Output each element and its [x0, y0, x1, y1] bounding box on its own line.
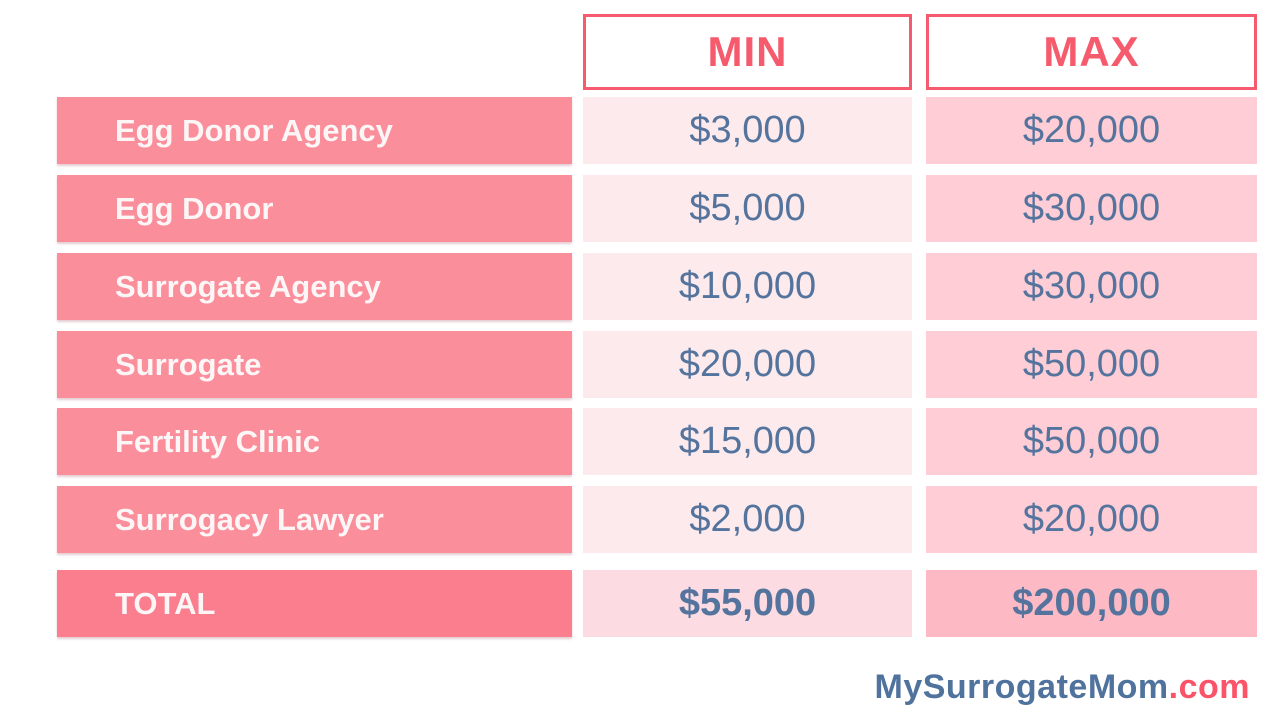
- max-value: $20,000: [926, 486, 1257, 553]
- min-column-header: MIN: [583, 14, 912, 90]
- min-value: $2,000: [583, 486, 912, 553]
- row-label: Egg Donor: [57, 175, 572, 242]
- logo-brand: MySurrogateMom: [874, 668, 1169, 706]
- total-min-value: $55,000: [583, 570, 912, 637]
- min-value: $3,000: [583, 97, 912, 164]
- table-row: Surrogate Agency $10,000 $30,000: [0, 253, 1280, 320]
- max-value: $50,000: [926, 408, 1257, 475]
- table-row: Fertility Clinic $15,000 $50,000: [0, 408, 1280, 475]
- max-value: $30,000: [926, 253, 1257, 320]
- row-label: Surrogate Agency: [57, 253, 572, 320]
- row-label: Fertility Clinic: [57, 408, 572, 475]
- min-value: $5,000: [583, 175, 912, 242]
- min-value: $15,000: [583, 408, 912, 475]
- total-max-value: $200,000: [926, 570, 1257, 637]
- row-label: Surrogacy Lawyer: [57, 486, 572, 553]
- table-row: Surrogate $20,000 $50,000: [0, 331, 1280, 398]
- logo-tld: .com: [1168, 668, 1250, 706]
- max-column-header: MAX: [926, 14, 1257, 90]
- min-value: $10,000: [583, 253, 912, 320]
- site-logo: MySurrogateMom.com: [875, 668, 1251, 707]
- table-row: Egg Donor $5,000 $30,000: [0, 175, 1280, 242]
- row-label: Surrogate: [57, 331, 572, 398]
- min-value: $20,000: [583, 331, 912, 398]
- table-row: Surrogacy Lawyer $2,000 $20,000: [0, 486, 1280, 553]
- max-value: $50,000: [926, 331, 1257, 398]
- table-row: Egg Donor Agency $3,000 $20,000: [0, 97, 1280, 164]
- row-label: Egg Donor Agency: [57, 97, 572, 164]
- table-total-row: TOTAL $55,000 $200,000: [0, 570, 1280, 637]
- max-value: $20,000: [926, 97, 1257, 164]
- total-label: TOTAL: [57, 570, 572, 637]
- max-value: $30,000: [926, 175, 1257, 242]
